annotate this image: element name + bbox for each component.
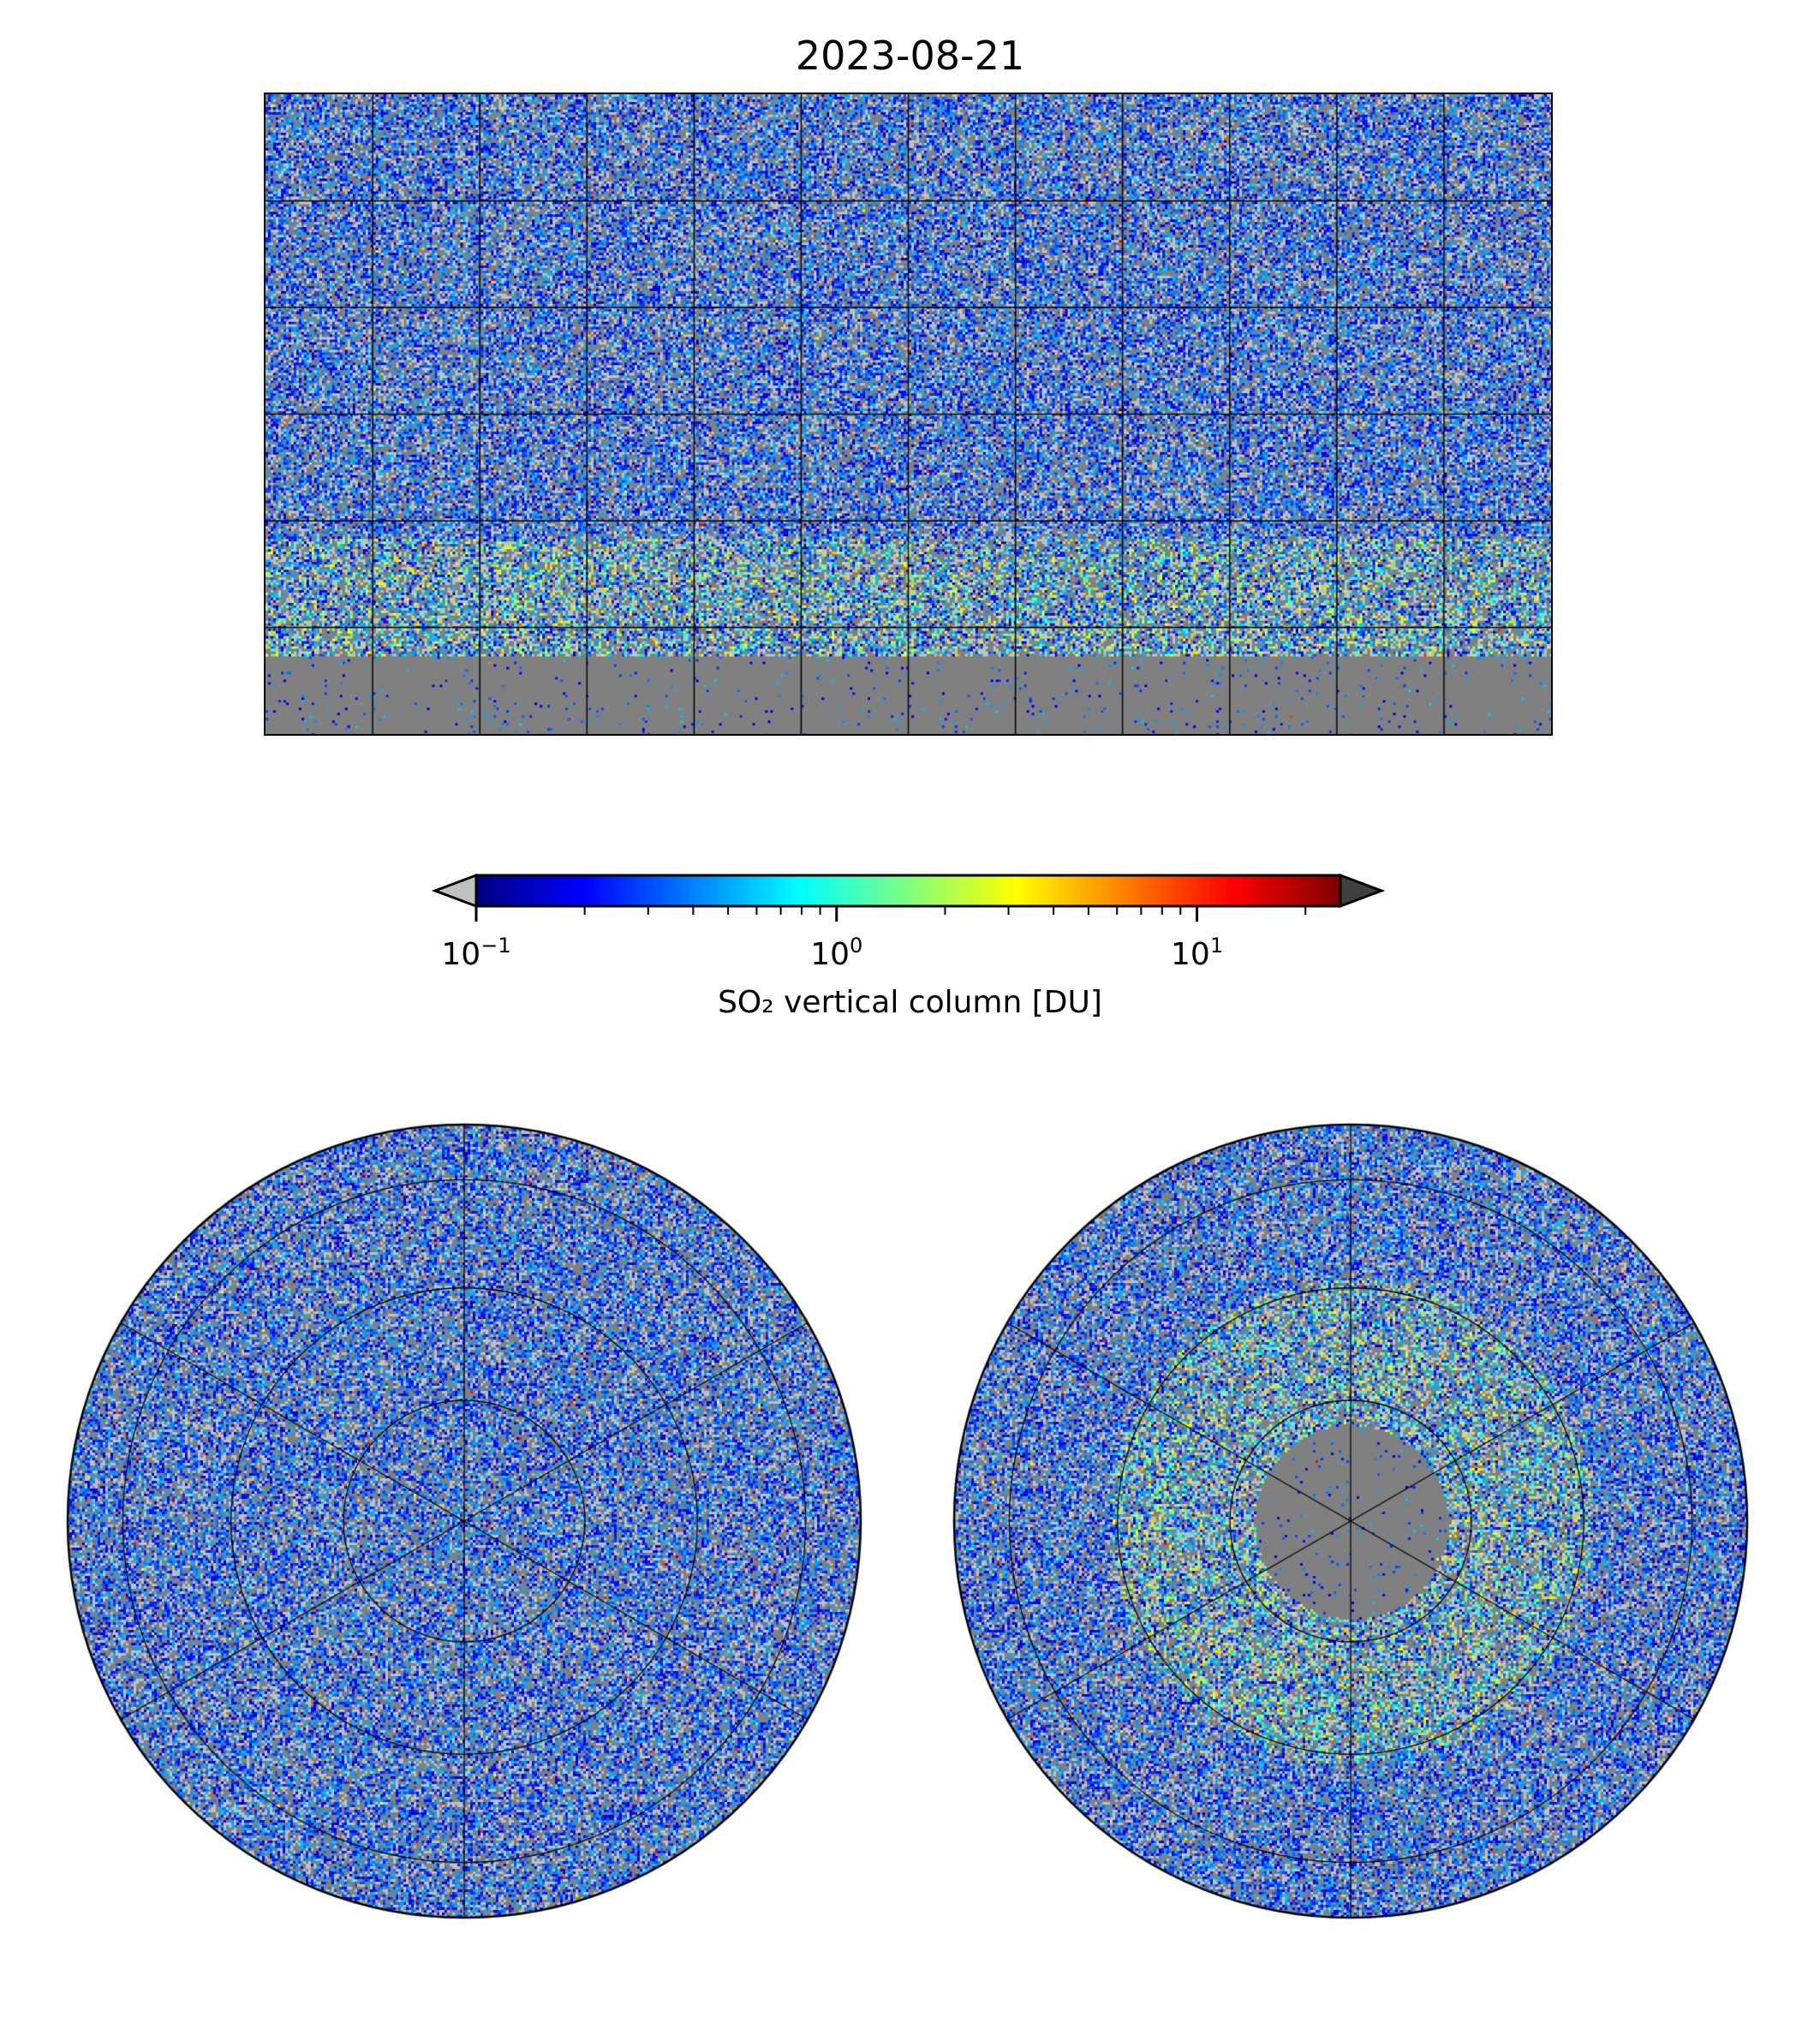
colorbar-over-extension — [1339, 873, 1386, 909]
colorbar-tick-label: 100 — [810, 934, 863, 972]
chart-title: 2023-08-21 — [795, 33, 1025, 79]
global-so2-map — [264, 92, 1553, 736]
colorbar-under-extension — [431, 873, 478, 909]
colorbar — [431, 873, 1386, 922]
colorbar-tick-label: 10−1 — [441, 934, 511, 972]
colorbar-tick-label: 101 — [1171, 934, 1224, 972]
south-polar-map — [948, 1119, 1753, 1924]
colorbar-gradient — [474, 874, 1342, 908]
colorbar-label: SO₂ vertical column [DU] — [718, 985, 1102, 1020]
north-polar-map — [62, 1119, 867, 1924]
